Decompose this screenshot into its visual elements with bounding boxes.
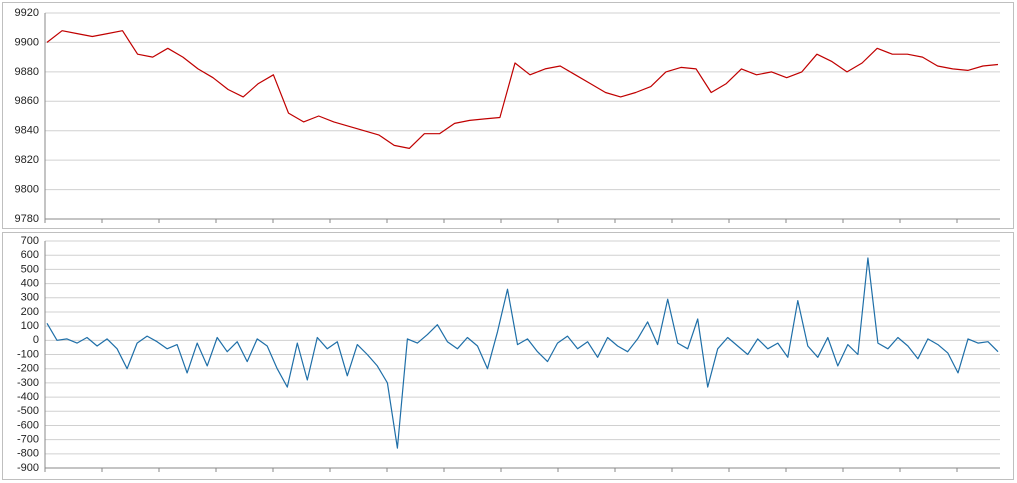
y-tick-label: -400 bbox=[17, 391, 39, 403]
y-tick-label: 9820 bbox=[15, 154, 39, 166]
y-tick-label: 300 bbox=[21, 292, 39, 304]
chart-frame bbox=[2, 232, 1014, 480]
data-line bbox=[46, 257, 999, 449]
y-tick-label: -200 bbox=[17, 363, 39, 375]
y-tick-label: -700 bbox=[17, 434, 39, 446]
y-tick-label: 9880 bbox=[15, 66, 39, 78]
y-tick-label: 100 bbox=[21, 320, 39, 332]
y-tick-label: 9860 bbox=[15, 95, 39, 107]
y-tick-label: -500 bbox=[17, 405, 39, 417]
y-tick-label: 200 bbox=[21, 306, 39, 318]
y-tick-label: 500 bbox=[21, 263, 39, 275]
y-tick-label: 700 bbox=[21, 235, 39, 247]
y-tick-label: -600 bbox=[17, 419, 39, 431]
y-tick-label: 9840 bbox=[15, 125, 39, 137]
y-tick-label: -900 bbox=[17, 462, 39, 474]
y-tick-label: 9800 bbox=[15, 183, 39, 195]
y-tick-label: -300 bbox=[17, 377, 39, 389]
data-line bbox=[46, 30, 999, 149]
y-tick-label: 9920 bbox=[15, 7, 39, 19]
y-tick-label: 600 bbox=[21, 249, 39, 261]
y-tick-label: 9780 bbox=[15, 213, 39, 225]
y-tick-label: -800 bbox=[17, 448, 39, 460]
y-tick-label: 9900 bbox=[15, 36, 39, 48]
y-tick-label: -100 bbox=[17, 348, 39, 360]
y-tick-label: 400 bbox=[21, 277, 39, 289]
y-tick-label: 0 bbox=[33, 334, 39, 346]
chart-frame bbox=[2, 2, 1014, 229]
